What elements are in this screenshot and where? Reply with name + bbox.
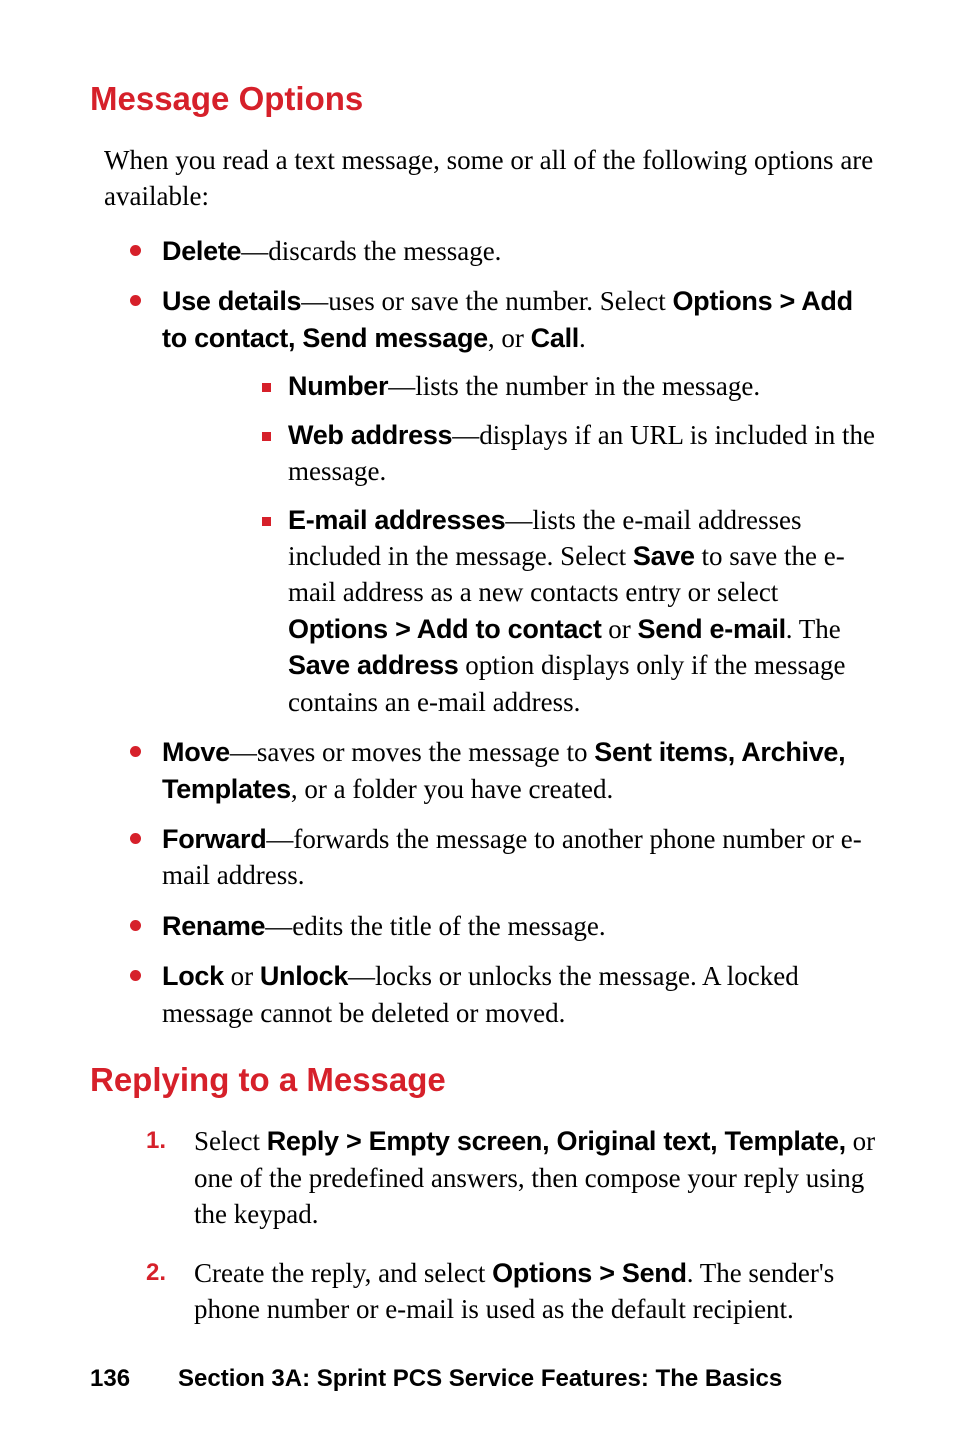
list-item: Web address—displays if an URL is includ… bbox=[262, 417, 884, 490]
sub-list: Number—lists the number in the message. … bbox=[262, 368, 884, 720]
list-item: Number—lists the number in the message. bbox=[262, 368, 884, 404]
step-text: Create the reply, and select bbox=[194, 1258, 492, 1288]
footer: 136 Section 3A: Sprint PCS Service Featur… bbox=[90, 1365, 884, 1393]
option-label: Move bbox=[162, 737, 230, 767]
option-label: E-mail addresses bbox=[288, 505, 505, 535]
option-bold: Call bbox=[531, 323, 579, 353]
list-item: Lock or Unlock—locks or unlocks the mess… bbox=[130, 958, 884, 1031]
option-text: . bbox=[579, 323, 586, 353]
option-text: or bbox=[602, 614, 638, 644]
option-label: Web address bbox=[288, 420, 452, 450]
list-item: Rename—edits the title of the message. bbox=[130, 908, 884, 944]
steps-list: 1. Select Reply > Empty screen, Original… bbox=[146, 1123, 884, 1327]
heading-message-options: Message Options bbox=[90, 80, 884, 118]
list-item: Use details—uses or save the number. Sel… bbox=[130, 283, 884, 720]
option-text: —forwards the message to another phone n… bbox=[162, 824, 862, 890]
options-list: Delete—discards the message. Use details… bbox=[130, 233, 884, 1031]
footer-section: Section 3A: Sprint PCS Service Features:… bbox=[178, 1365, 782, 1392]
option-text: —edits the title of the message. bbox=[265, 911, 605, 941]
step-bold: Reply > Empty screen, Original text, Tem… bbox=[267, 1126, 846, 1156]
heading-replying: Replying to a Message bbox=[90, 1061, 884, 1099]
option-text: —saves or moves the message to bbox=[230, 737, 594, 767]
option-bold: Save address bbox=[288, 650, 459, 680]
list-item: Forward—forwards the message to another … bbox=[130, 821, 884, 894]
option-label: Number bbox=[288, 371, 388, 401]
option-bold: Send e-mail bbox=[638, 614, 786, 644]
step-bold: Options > Send bbox=[492, 1258, 687, 1288]
option-label: Lock bbox=[162, 961, 224, 991]
option-text: , or a folder you have created. bbox=[291, 774, 613, 804]
option-label: Forward bbox=[162, 824, 266, 854]
option-bold: Save bbox=[633, 541, 695, 571]
option-label: Unlock bbox=[260, 961, 348, 991]
option-text: . The bbox=[786, 614, 841, 644]
option-text: —lists the number in the message. bbox=[388, 371, 760, 401]
option-label: Rename bbox=[162, 911, 265, 941]
option-bold: Options > Add to contact bbox=[288, 614, 602, 644]
list-item: Delete—discards the message. bbox=[130, 233, 884, 269]
option-label: Delete bbox=[162, 236, 241, 266]
option-text: , or bbox=[488, 323, 531, 353]
option-text: —uses or save the number. Select bbox=[301, 286, 672, 316]
intro-text: When you read a text message, some or al… bbox=[104, 142, 884, 215]
option-label: Use details bbox=[162, 286, 301, 316]
option-text: —discards the message. bbox=[241, 236, 501, 266]
list-item: 1. Select Reply > Empty screen, Original… bbox=[146, 1123, 884, 1232]
step-number: 1. bbox=[146, 1125, 166, 1157]
step-text: Select bbox=[194, 1126, 267, 1156]
option-text: or bbox=[224, 961, 260, 991]
list-item: Move—saves or moves the message to Sent … bbox=[130, 734, 884, 807]
step-number: 2. bbox=[146, 1257, 166, 1289]
list-item: E-mail addresses—lists the e-mail addres… bbox=[262, 502, 884, 721]
page-number: 136 bbox=[90, 1365, 130, 1393]
list-item: 2. Create the reply, and select Options … bbox=[146, 1255, 884, 1328]
